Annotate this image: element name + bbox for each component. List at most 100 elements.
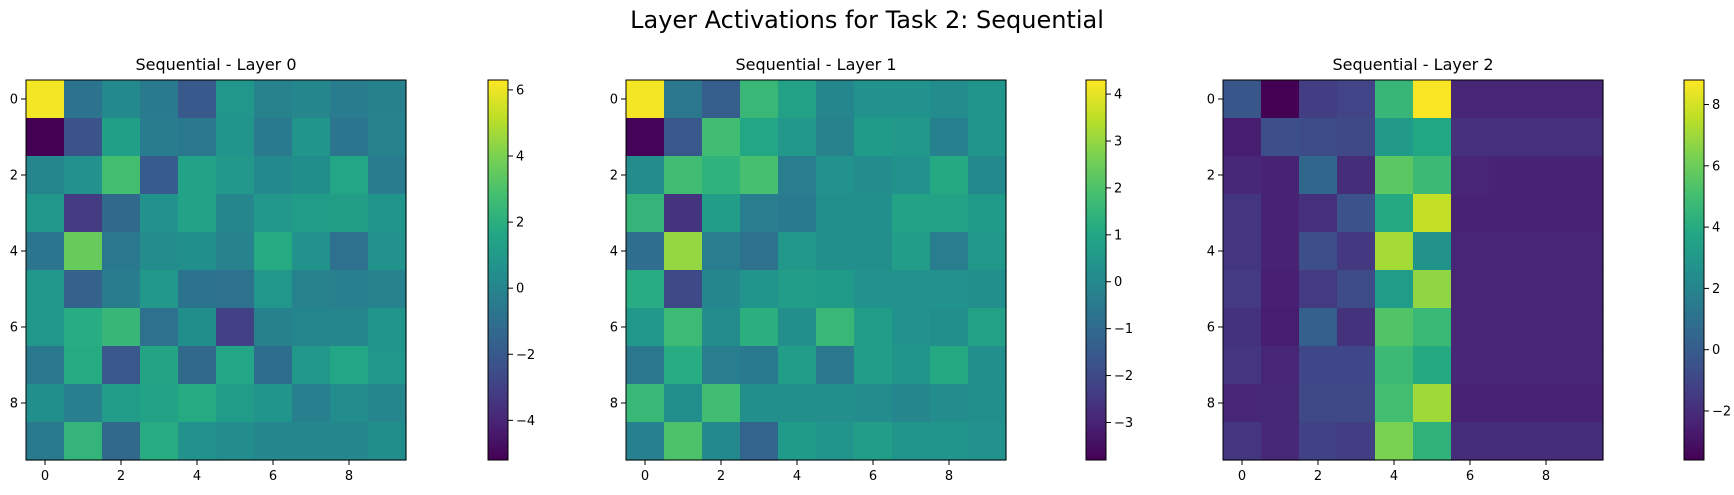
heatmap-cell	[1451, 194, 1490, 233]
heatmap-cell	[1413, 232, 1452, 271]
colorbar-tick-label: 3	[1114, 134, 1122, 149]
heatmap-cell	[702, 80, 741, 119]
heatmap-cell	[854, 422, 893, 461]
y-tick-label: 8	[10, 397, 18, 412]
heatmap-cell	[216, 422, 255, 461]
plot-frame	[1222, 79, 1604, 461]
heatmap-cell	[330, 194, 369, 233]
y-tick-label: 2	[10, 169, 18, 184]
heatmap-cell	[1375, 80, 1414, 119]
heatmap-cell	[1527, 346, 1566, 385]
heatmap-cell	[702, 384, 741, 423]
heatmap-cell	[968, 80, 1007, 119]
heatmap-cell	[26, 232, 65, 271]
heatmap-cell	[1489, 422, 1528, 461]
heatmap-cell	[26, 384, 65, 423]
heatmap-cell	[140, 80, 179, 119]
heatmap-cell	[892, 80, 931, 119]
heatmap-cell	[892, 422, 931, 461]
heatmap-cell	[216, 118, 255, 157]
heatmap-cell	[1223, 232, 1262, 271]
heatmap-cell	[330, 156, 369, 195]
heatmap-cell	[178, 232, 217, 271]
heatmap-cell	[626, 80, 665, 119]
heatmap-cell	[292, 80, 331, 119]
heatmap-cell	[1261, 118, 1300, 157]
x-tick-label: 0	[41, 469, 49, 484]
heatmap-cell	[178, 118, 217, 157]
heatmap-cell	[292, 308, 331, 347]
plot-frame	[25, 79, 407, 461]
heatmap-cell	[216, 232, 255, 271]
heatmap-cell	[102, 422, 141, 461]
colorbar-frame	[1085, 79, 1107, 461]
heatmap-cell	[664, 270, 703, 309]
heatmap-cell	[702, 346, 741, 385]
figure-title: Layer Activations for Task 2: Sequential	[630, 6, 1104, 34]
heatmap-cell	[368, 194, 407, 233]
heatmap-cell	[1375, 118, 1414, 157]
heatmap-cell	[368, 270, 407, 309]
heatmap-cell	[740, 308, 779, 347]
heatmap-cell	[626, 422, 665, 461]
heatmap-cell	[102, 346, 141, 385]
colorbar-tick-label: 0	[1114, 275, 1122, 290]
heatmap-cell	[1223, 194, 1262, 233]
heatmap-cell	[892, 156, 931, 195]
heatmap-cell	[1565, 232, 1604, 271]
heatmap-cell	[892, 270, 931, 309]
colorbar-tick-label: −3	[1114, 416, 1133, 431]
heatmap-cell	[254, 156, 293, 195]
heatmap-cell	[1261, 194, 1300, 233]
heatmap-cell	[778, 194, 817, 233]
heatmap-cell	[854, 156, 893, 195]
colorbar-tick-label: −2	[516, 348, 535, 363]
heatmap-cell	[1565, 270, 1604, 309]
heatmap-cell	[1565, 308, 1604, 347]
heatmap-cell	[740, 118, 779, 157]
heatmap-cell	[140, 270, 179, 309]
heatmap-cell	[330, 346, 369, 385]
heatmap-cell	[1299, 308, 1338, 347]
heatmap-cell	[368, 156, 407, 195]
heatmap-cell	[892, 346, 931, 385]
heatmap-cell	[64, 194, 103, 233]
heatmap-cell	[930, 384, 969, 423]
heatmap-cell	[216, 308, 255, 347]
x-tick-label: 8	[1542, 469, 1550, 484]
heatmap-cell	[1413, 422, 1452, 461]
heatmap-cell	[1223, 270, 1262, 309]
colorbar-tick-label: 4	[1114, 88, 1122, 103]
heatmap-cell	[178, 156, 217, 195]
y-tick-label: 8	[1207, 397, 1215, 412]
colorbar-tick-label: 4	[516, 150, 524, 165]
heatmap-cell	[1489, 156, 1528, 195]
heatmap-cell	[740, 422, 779, 461]
heatmap-cell	[968, 270, 1007, 309]
heatmap-cell	[1413, 80, 1452, 119]
heatmap-cell	[26, 422, 65, 461]
heatmap-cell	[254, 308, 293, 347]
y-tick-label: 0	[10, 93, 18, 108]
heatmap-cell	[1375, 308, 1414, 347]
heatmap-cell	[330, 232, 369, 271]
heatmap-cell	[1489, 232, 1528, 271]
heatmap-cell	[1527, 308, 1566, 347]
heatmap-cell	[664, 384, 703, 423]
heatmap-cell	[1299, 194, 1338, 233]
heatmap-cell	[178, 308, 217, 347]
heatmap-cell	[1413, 156, 1452, 195]
heatmap-cell	[626, 384, 665, 423]
heatmap-cell	[702, 232, 741, 271]
x-tick-label: 0	[1238, 469, 1246, 484]
heatmap-cell	[1527, 384, 1566, 423]
heatmap-cell	[968, 346, 1007, 385]
heatmap-cell	[854, 346, 893, 385]
colorbar-tick-label: 2	[1712, 282, 1720, 297]
heatmap-cell	[1489, 194, 1528, 233]
heatmap-cell	[1451, 156, 1490, 195]
heatmap-cell	[1451, 232, 1490, 271]
heatmap-cell	[1527, 194, 1566, 233]
heatmap-cell	[1337, 346, 1376, 385]
y-tick-label: 6	[1207, 321, 1215, 336]
